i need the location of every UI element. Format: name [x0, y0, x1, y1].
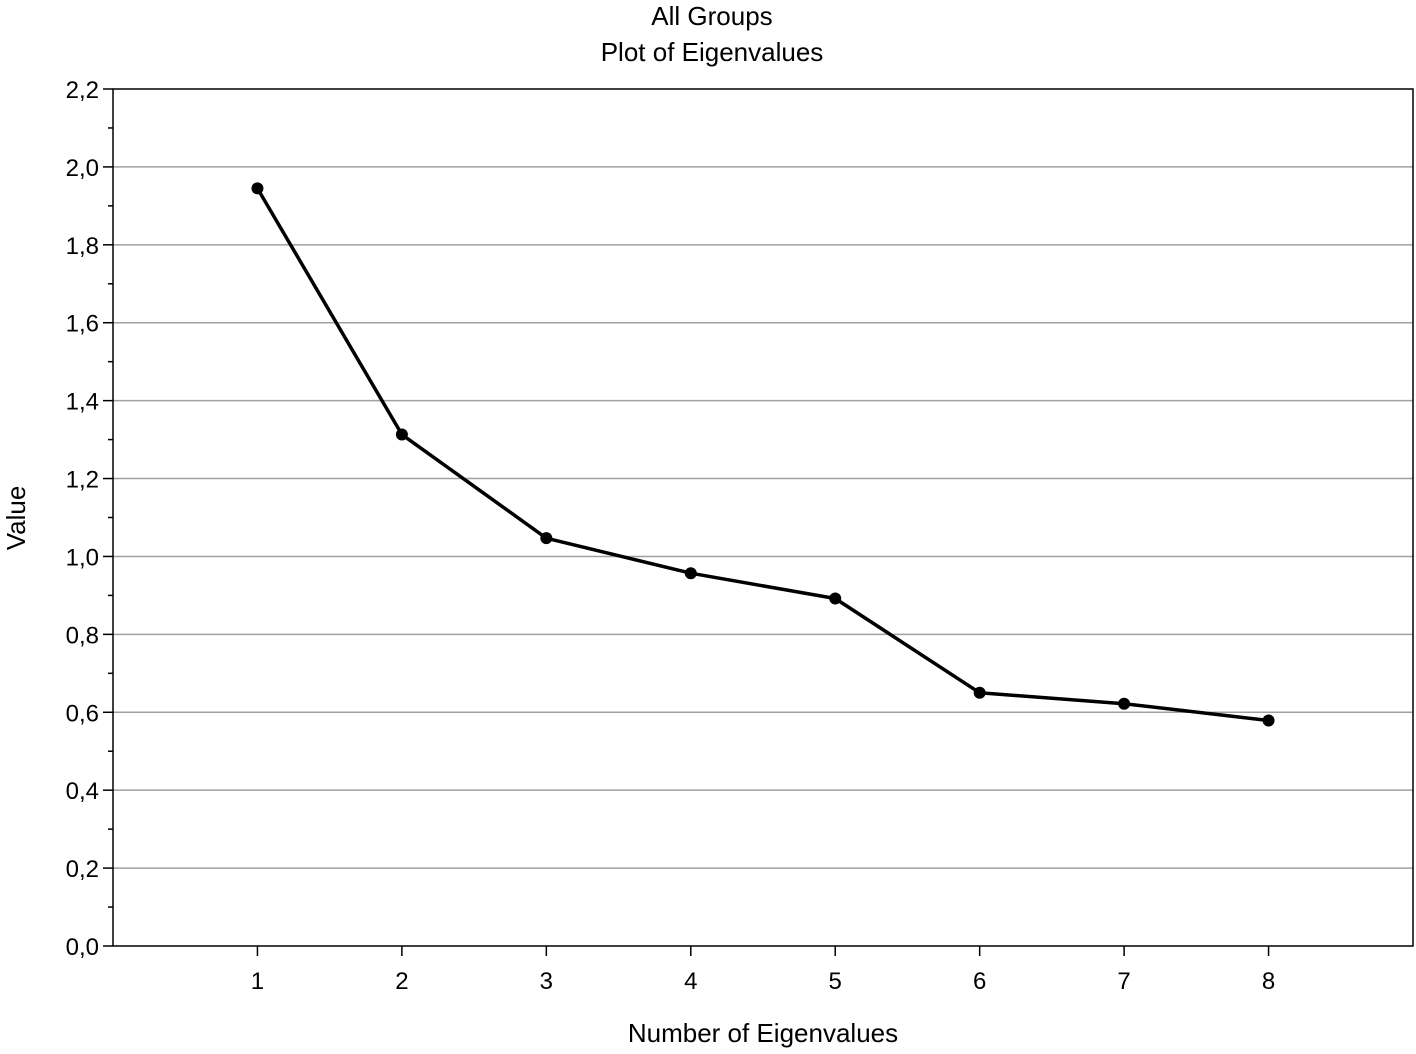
y-tick-label: 1,6 — [66, 311, 99, 338]
data-point — [684, 567, 697, 580]
y-tick-label: 2,0 — [66, 155, 99, 182]
series-eigenvalues — [251, 182, 1275, 727]
data-point — [251, 182, 264, 195]
x-tick-label: 6 — [973, 968, 986, 995]
series-line — [255, 187, 1269, 723]
chart-subtitle: Plot of Eigenvalues — [601, 37, 824, 67]
x-axis-ticks: 1 2 3 4 5 6 7 8 — [251, 946, 1275, 995]
x-tick-label: 2 — [395, 968, 408, 995]
data-point — [829, 592, 842, 605]
y-axis-ticks: 0,0 0,2 0,4 0,6 0,8 1,0 1,2 1,4 1,6 1,8 2,0 2,2 — [66, 77, 113, 961]
y-tick-label: 1,0 — [66, 544, 99, 571]
grid-lines — [113, 166, 1413, 869]
plot-frame — [112, 88, 1414, 947]
y-tick-label: 2,2 — [66, 77, 99, 104]
x-tick-label: 3 — [540, 968, 553, 995]
data-point — [540, 532, 553, 545]
y-tick-label: 1,4 — [66, 389, 99, 416]
x-tick-label: 1 — [251, 968, 264, 995]
y-tick-label: 0,0 — [66, 934, 99, 961]
y-tick-label: 0,8 — [66, 622, 99, 649]
x-tick-label: 4 — [684, 968, 697, 995]
y-tick-label: 0,2 — [66, 856, 99, 883]
data-point — [1118, 697, 1131, 710]
data-point — [1262, 714, 1275, 727]
x-tick-label: 7 — [1117, 968, 1130, 995]
chart-title: All Groups — [651, 1, 772, 31]
data-point — [395, 428, 408, 441]
x-axis-title: Number of Eigenvalues — [628, 1018, 898, 1048]
data-point — [973, 686, 986, 699]
x-tick-label: 8 — [1262, 968, 1275, 995]
y-tick-label: 0,6 — [66, 700, 99, 727]
x-tick-label: 5 — [829, 968, 842, 995]
y-tick-label: 1,2 — [66, 467, 99, 494]
y-tick-label: 0,4 — [66, 778, 99, 805]
y-axis-title: Value — [1, 486, 31, 551]
y-tick-label: 1,8 — [66, 233, 99, 260]
